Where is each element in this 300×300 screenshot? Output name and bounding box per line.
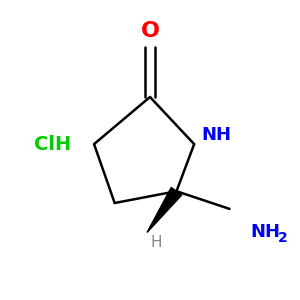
Text: H: H — [150, 236, 162, 250]
Text: 2: 2 — [278, 231, 288, 245]
Text: NH: NH — [250, 224, 280, 242]
Text: O: O — [140, 21, 160, 41]
Text: ClH: ClH — [34, 135, 71, 154]
Text: NH: NH — [202, 126, 232, 144]
Polygon shape — [147, 188, 182, 232]
